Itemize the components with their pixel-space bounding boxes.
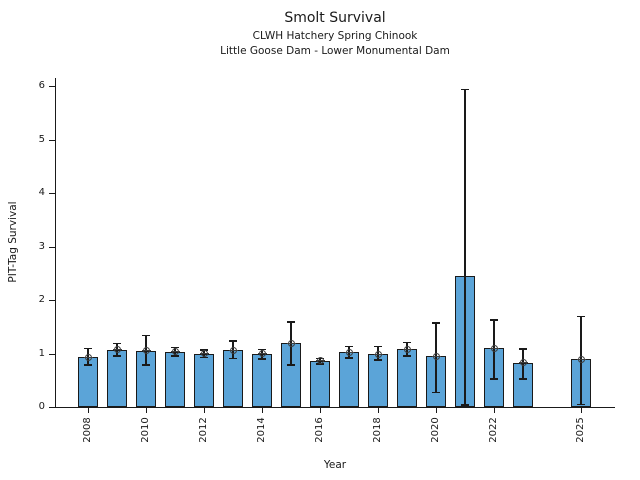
error-bar-cap-top [490, 319, 498, 321]
x-axis-spine [55, 407, 615, 408]
y-tick-mark [49, 246, 55, 248]
error-bar-cap-top [258, 348, 266, 351]
y-tick-mark [49, 300, 55, 301]
x-tick-label: 2016 [314, 417, 325, 443]
x-tick-label: 2020 [430, 417, 441, 443]
x-axis-label: Year [323, 459, 347, 471]
error-bar-cap-top [577, 315, 585, 317]
y-axis-spine [55, 78, 56, 408]
y-tick-label: 0 [38, 401, 45, 412]
y-tick-label: 3 [38, 240, 45, 252]
y-tick-mark [49, 193, 55, 194]
y-tick-label: 6 [38, 80, 45, 91]
bar [368, 354, 388, 407]
x-tick-mark [204, 408, 205, 413]
chart-title: Smolt Survival [284, 10, 386, 26]
error-bar-cap-bottom [171, 355, 179, 357]
x-tick-mark [581, 408, 582, 413]
x-tick-mark [494, 408, 495, 413]
point-marker-cross [489, 347, 499, 349]
point-marker-cross [257, 353, 267, 354]
y-tick-mark [49, 86, 55, 87]
bar [107, 349, 127, 407]
error-bar-cap-bottom [345, 357, 353, 359]
error-bar-cap-bottom [577, 403, 585, 406]
x-tick-label: 2018 [372, 417, 383, 443]
x-tick-label: 2014 [256, 417, 267, 443]
error-bar-cap-bottom [113, 355, 121, 357]
error-bar-cap-bottom [403, 355, 411, 357]
error-bar-cap-top [519, 348, 527, 350]
x-tick-mark [146, 408, 147, 413]
error-bar-cap-top [374, 346, 382, 348]
point-marker-cross [170, 351, 180, 353]
point-marker-cross [112, 349, 122, 351]
error-bar-cap-top [461, 88, 469, 91]
y-tick-mark [49, 407, 55, 408]
y-tick-mark [49, 139, 55, 141]
x-tick-label: 2022 [488, 417, 499, 443]
y-tick-label: 1 [38, 347, 45, 359]
error-bar-cap-bottom [461, 404, 469, 406]
error-bar-cap-top [403, 341, 411, 344]
point-marker-cross [315, 360, 325, 362]
error-bar-cap-bottom [258, 358, 266, 360]
y-tick-label: 5 [38, 133, 45, 145]
error-bar-cap-bottom [229, 357, 237, 360]
x-tick-mark [320, 408, 321, 413]
error-bar-cap-bottom [490, 378, 498, 380]
error-bar-cap-bottom [287, 364, 295, 366]
y-tick-mark [49, 353, 55, 355]
point-marker-cross [83, 356, 93, 358]
x-tick-mark [262, 408, 263, 413]
bar [397, 349, 417, 407]
point-marker-cross [402, 348, 412, 350]
error-bar-cap-top [287, 321, 295, 323]
point-marker-cross [373, 353, 383, 355]
error-bar-cap-top [142, 334, 150, 337]
error-bar-cap-top [171, 347, 179, 349]
x-tick-mark [88, 408, 89, 413]
x-tick-mark [436, 408, 437, 413]
y-tick-label: 2 [38, 294, 45, 305]
point-marker-cross [344, 351, 354, 353]
error-bar-cap-top [432, 322, 440, 324]
y-tick-label: 4 [38, 187, 45, 198]
error-bar-cap-top [84, 347, 92, 349]
error-bar-cap-top [113, 342, 121, 345]
point-marker-cross [199, 353, 209, 354]
bar [252, 353, 272, 407]
error-bar-cap-top [229, 340, 237, 342]
error-bar-cap-bottom [519, 378, 527, 380]
point-marker-cross [228, 349, 238, 351]
x-tick-label: 2012 [198, 417, 209, 443]
error-bar-cap-bottom [142, 364, 150, 366]
point-marker-cross [141, 350, 151, 352]
point-marker-cross [576, 358, 586, 360]
error-bar-cap-top [200, 349, 208, 351]
point-marker-cross [286, 342, 296, 344]
x-tick-label: 2010 [140, 417, 151, 443]
point-marker-cross [518, 362, 528, 364]
error-bar-cap-bottom [374, 359, 382, 361]
error-bar-cap-top [345, 346, 353, 348]
x-tick-label: 2025 [575, 417, 586, 443]
x-tick-label: 2008 [82, 417, 93, 443]
error-bar-cap-bottom [200, 356, 208, 359]
bar [310, 360, 330, 407]
bar [165, 351, 185, 407]
error-bar [464, 88, 466, 406]
chart-subtitle-reach: Little Goose Dam - Lower Monumental Dam [220, 45, 450, 57]
error-bar-cap-bottom [84, 364, 92, 366]
x-tick-mark [378, 408, 379, 413]
chart-subtitle-stock: CLWH Hatchery Spring Chinook [252, 30, 418, 42]
bar [339, 352, 359, 407]
bar [194, 353, 214, 407]
error-bar-cap-bottom [432, 391, 440, 393]
point-marker-cross [431, 355, 441, 357]
